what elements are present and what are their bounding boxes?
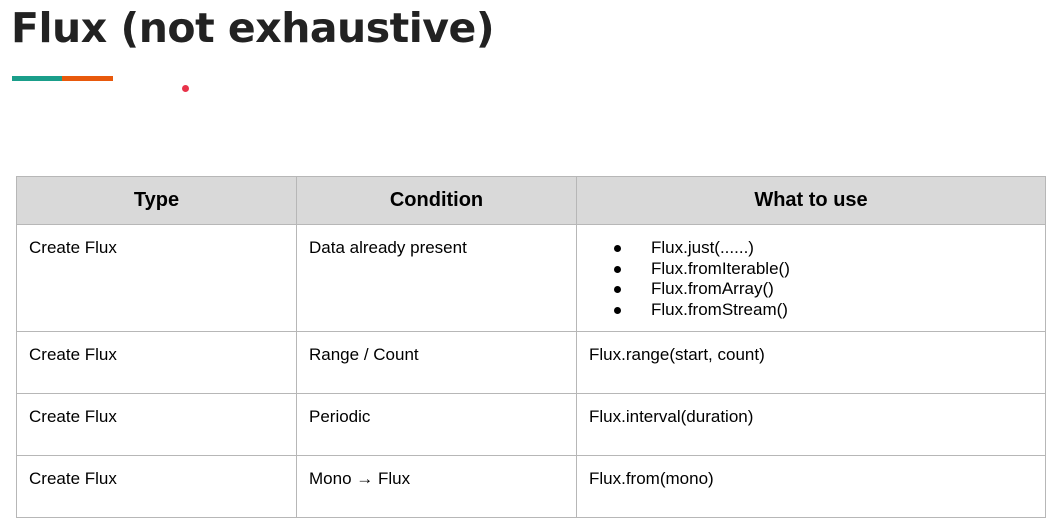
table-row: Create Flux Periodic Flux.interval(durat… bbox=[16, 393, 1046, 456]
flux-table: Type Condition What to use Create Flux D… bbox=[16, 176, 1046, 518]
page-title: Flux (not exhaustive) bbox=[11, 4, 495, 52]
table-row: Create Flux Range / Count Flux.range(sta… bbox=[16, 331, 1046, 394]
cell-condition: Mono → Flux bbox=[296, 455, 577, 518]
list-item: Flux.fromArray() bbox=[614, 279, 1033, 300]
underline-teal-segment bbox=[12, 76, 62, 81]
header-what-to-use: What to use bbox=[576, 176, 1046, 225]
table-row: Create Flux Data already present Flux.ju… bbox=[16, 224, 1046, 332]
cell-condition: Data already present bbox=[296, 224, 577, 332]
header-condition: Condition bbox=[296, 176, 577, 225]
cell-what-to-use: Flux.range(start, count) bbox=[576, 331, 1046, 394]
cell-condition: Range / Count bbox=[296, 331, 577, 394]
cell-what-to-use: Flux.interval(duration) bbox=[576, 393, 1046, 456]
list-item: Flux.fromStream() bbox=[614, 300, 1033, 321]
cell-type: Create Flux bbox=[16, 331, 297, 394]
cell-condition: Periodic bbox=[296, 393, 577, 456]
cell-type: Create Flux bbox=[16, 393, 297, 456]
list-item: Flux.just(......) bbox=[614, 238, 1033, 259]
underline-orange-segment bbox=[62, 76, 113, 81]
decorative-dot bbox=[182, 85, 189, 92]
header-type: Type bbox=[16, 176, 297, 225]
cell-what-to-use: Flux.from(mono) bbox=[576, 455, 1046, 518]
cell-what-to-use: Flux.just(......) Flux.fromIterable() Fl… bbox=[576, 224, 1046, 332]
table-header-row: Type Condition What to use bbox=[16, 176, 1046, 225]
table-row: Create Flux Mono → Flux Flux.from(mono) bbox=[16, 455, 1046, 518]
title-underline bbox=[12, 76, 113, 81]
list-item: Flux.fromIterable() bbox=[614, 259, 1033, 280]
use-list: Flux.just(......) Flux.fromIterable() Fl… bbox=[589, 238, 1033, 320]
cell-type: Create Flux bbox=[16, 224, 297, 332]
cell-type: Create Flux bbox=[16, 455, 297, 518]
